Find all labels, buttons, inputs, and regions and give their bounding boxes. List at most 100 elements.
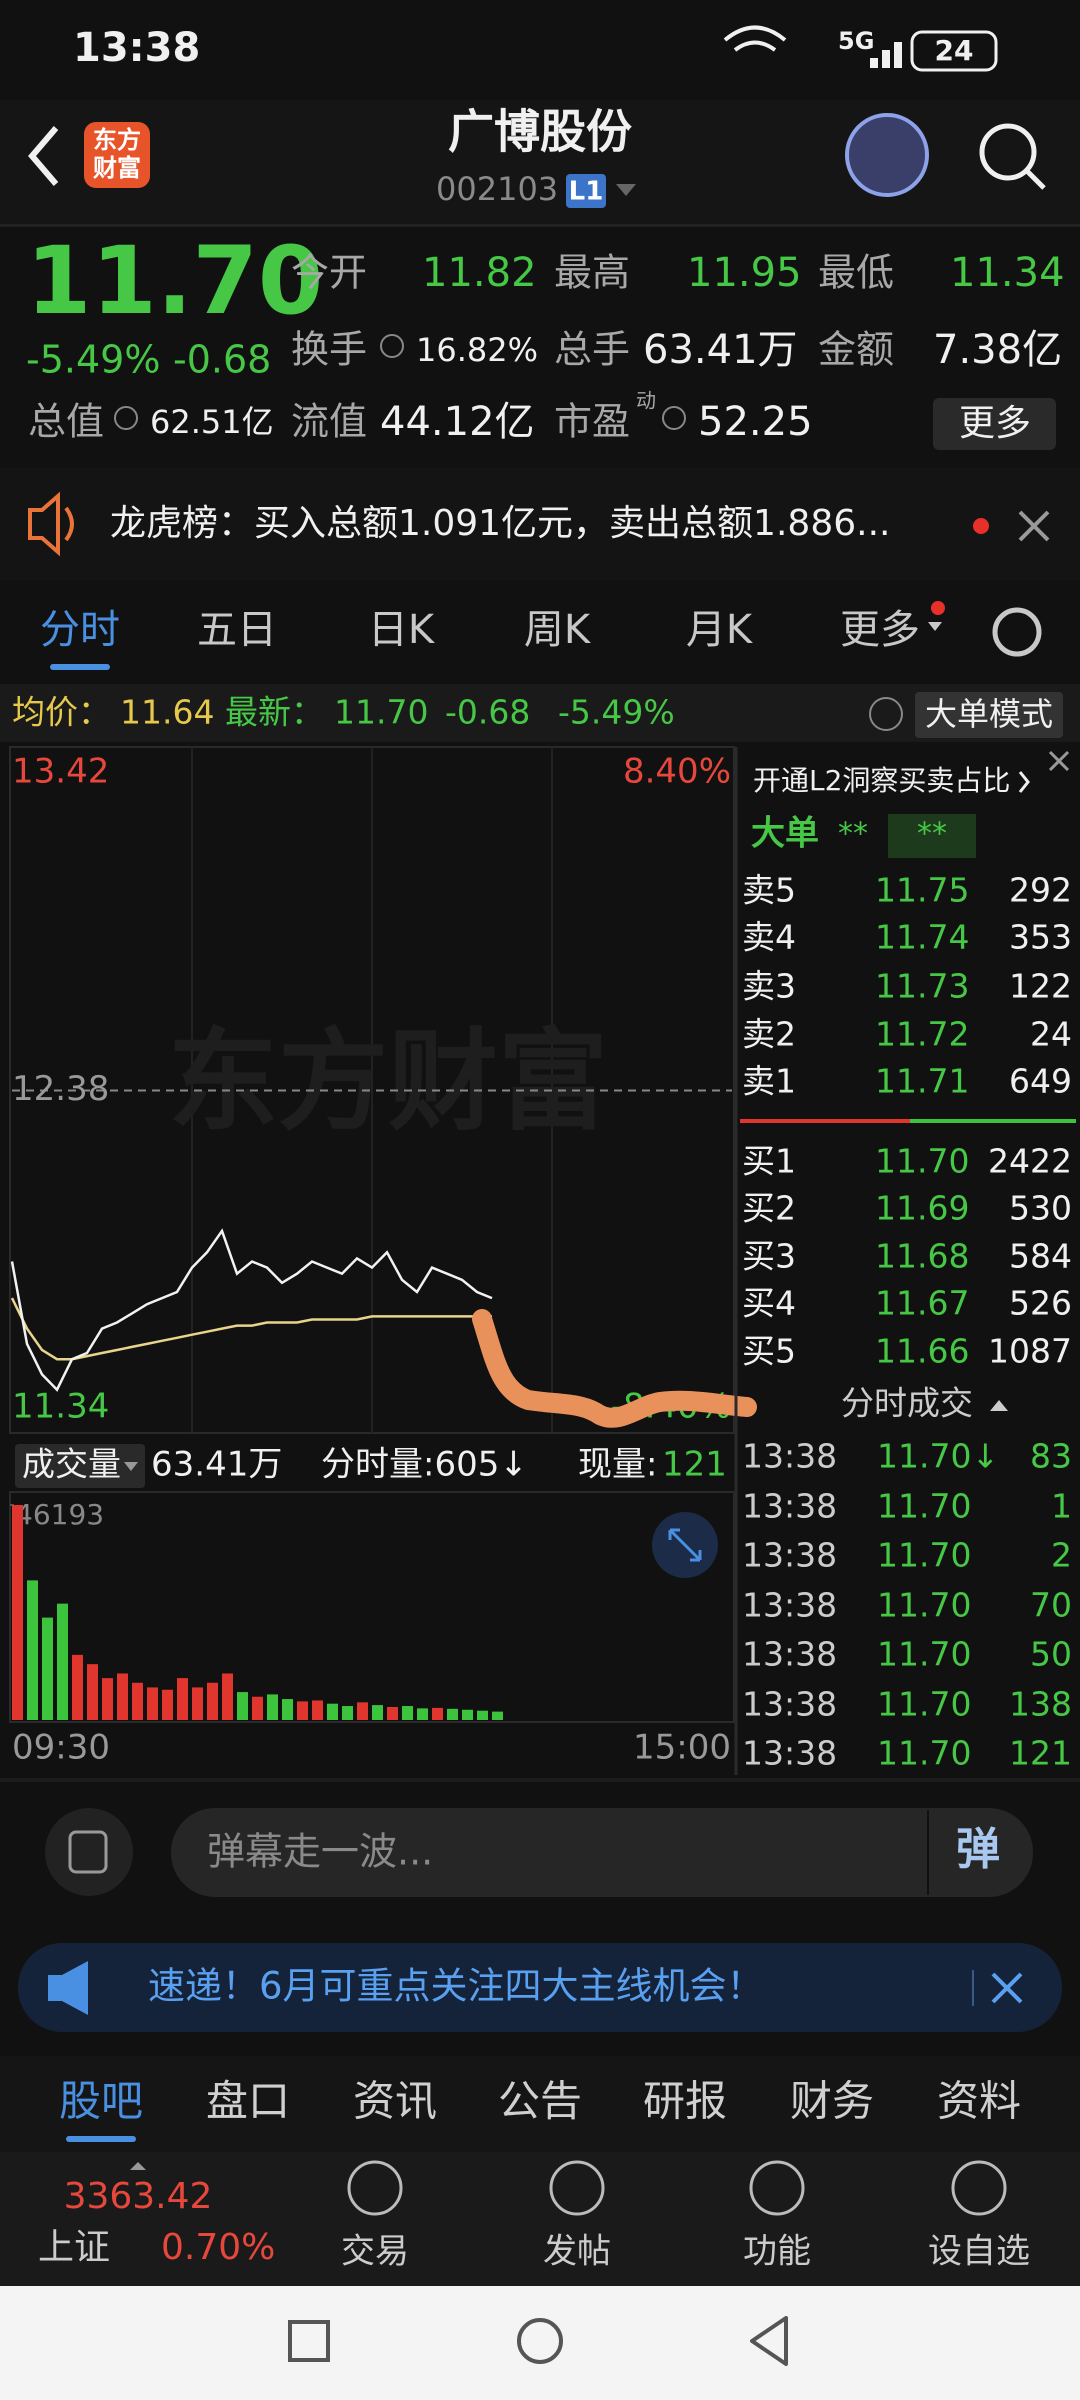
tab[interactable]: 分时 [40, 607, 120, 653]
book-price: 11.74 [875, 918, 969, 957]
more-button-label[interactable]: 更多 [959, 403, 1031, 444]
volume-bar [477, 1710, 488, 1720]
volume-bar [267, 1694, 278, 1720]
volume-frame [9, 1491, 735, 1723]
tab[interactable]: 五日 [197, 607, 277, 653]
nav-item[interactable]: 发帖 [543, 2232, 611, 2272]
chevron [1018, 771, 1030, 793]
trade-price: 11.70 [877, 1734, 971, 1773]
comment-icon[interactable] [45, 1808, 133, 1896]
volume-bar [282, 1699, 293, 1720]
big-order-value: ** [917, 817, 947, 852]
volume-bar [12, 1505, 23, 1720]
comment-placeholder[interactable]: 弹幕走一波... [207, 1830, 433, 1874]
promo-banner[interactable] [18, 1943, 1062, 2032]
nav-back[interactable] [750, 2316, 788, 2366]
panel-close[interactable] [1048, 750, 1070, 772]
mode-label[interactable]: 大单模式 [925, 695, 1053, 733]
nav-home[interactable] [517, 2318, 563, 2364]
volume-label[interactable]: 成交量 [22, 1445, 121, 1484]
volume-bar [192, 1687, 203, 1720]
volume-bar [372, 1705, 383, 1720]
volume-bar [132, 1682, 143, 1720]
promo-close[interactable] [991, 1972, 1023, 2004]
trade-time: 13:38 [742, 1635, 837, 1674]
x-label: 15:00 [633, 1728, 731, 1768]
book-volume: 2422 [988, 1142, 1072, 1181]
field-label: 今开 [291, 251, 367, 295]
book-price: 11.70 [875, 1142, 969, 1181]
settings-icon[interactable] [992, 607, 1042, 657]
search-icon[interactable] [979, 123, 1037, 181]
index-name[interactable]: 上证 [38, 2227, 110, 2268]
tab[interactable]: 周K [524, 607, 592, 653]
l2-link[interactable]: 开通L2洞察买卖占比 [753, 764, 1010, 797]
book-label: 卖3 [742, 967, 796, 1006]
unread-dot [973, 518, 989, 534]
index-value[interactable]: 3363.42 [64, 2176, 213, 2217]
volume-bar [462, 1709, 473, 1720]
back-button[interactable] [28, 126, 59, 186]
volume-bar [402, 1706, 413, 1720]
volume-bar [147, 1687, 158, 1720]
field-value: 52.25 [698, 399, 813, 445]
change-percent: -5.49% [26, 338, 160, 382]
volume-selector[interactable] [15, 1444, 145, 1488]
bottom-tab[interactable]: 盘口 [206, 2077, 290, 2126]
bottom-tab[interactable]: 股吧 [59, 2077, 143, 2126]
notice-text[interactable]: 龙虎榜：买入总额1.091亿元，卖出总额1.886... [110, 503, 890, 544]
book-label: 卖1 [742, 1062, 796, 1101]
tab[interactable]: 更多 [840, 607, 920, 653]
avg-line [10, 1297, 492, 1361]
battery-level: 24 [935, 34, 974, 67]
field-value: 11.95 [687, 250, 802, 296]
mode-button[interactable] [915, 692, 1063, 738]
bottom-tab[interactable]: 资料 [937, 2077, 1021, 2126]
book-price: 11.68 [875, 1237, 969, 1276]
help-icon [869, 697, 903, 731]
index-percent[interactable]: 0.70% [161, 2227, 275, 2268]
last-price: 11.70 [26, 227, 323, 336]
expand-icon [668, 1528, 702, 1562]
volume-bar [27, 1580, 38, 1720]
bottom-tab[interactable]: 公告 [498, 2077, 582, 2126]
bottom-tab[interactable]: 财务 [790, 2077, 874, 2126]
system-nav [0, 2286, 1080, 2400]
volume-bar [342, 1706, 353, 1720]
nav-item[interactable]: 交易 [341, 2232, 409, 2272]
danmaku-button[interactable]: 弹 [956, 1824, 1000, 1875]
book-volume: 649 [1009, 1062, 1072, 1101]
tab[interactable]: 日K [368, 607, 436, 653]
bottom-nav-bg [0, 2152, 1080, 2286]
book-label: 买5 [742, 1332, 796, 1371]
stock-code: 002103 [436, 170, 558, 208]
book-price: 11.71 [875, 1062, 969, 1101]
promo-text[interactable]: 速递！6月可重点关注四大主线机会！ [148, 1965, 764, 2008]
book-volume: 24 [1030, 1015, 1072, 1054]
nav-item[interactable]: 设自选 [928, 2232, 1030, 2272]
close-notice[interactable] [1018, 510, 1050, 542]
nav-recent[interactable] [288, 2320, 330, 2362]
more-button[interactable] [933, 398, 1056, 450]
speaker-icon [28, 491, 74, 557]
field-value: 11.82 [422, 250, 537, 296]
book-price: 11.75 [875, 871, 969, 910]
big-order-value: ** [838, 817, 868, 852]
robot-avatar[interactable] [845, 113, 929, 197]
trade-price: 11.70 [877, 1635, 971, 1674]
volume-bar [492, 1711, 503, 1720]
bottom-tabs-bg [0, 2056, 1080, 2152]
comment-input[interactable] [171, 1808, 1033, 1897]
trade-time: 13:38 [742, 1487, 837, 1526]
volume-bar [177, 1678, 188, 1720]
field-value: 7.38亿 [933, 327, 1062, 373]
bottom-tab[interactable]: 研报 [643, 2077, 727, 2126]
bottom-tab[interactable]: 资讯 [353, 2077, 437, 2126]
nav-item[interactable]: 功能 [743, 2232, 811, 2272]
trade-price: 11.70 [877, 1536, 971, 1575]
clock: 13:38 [73, 25, 200, 71]
volume-bar [57, 1603, 68, 1720]
volume-bar [432, 1707, 443, 1720]
tab[interactable]: 月K [686, 607, 754, 653]
trade-volume: 50 [1030, 1635, 1072, 1674]
